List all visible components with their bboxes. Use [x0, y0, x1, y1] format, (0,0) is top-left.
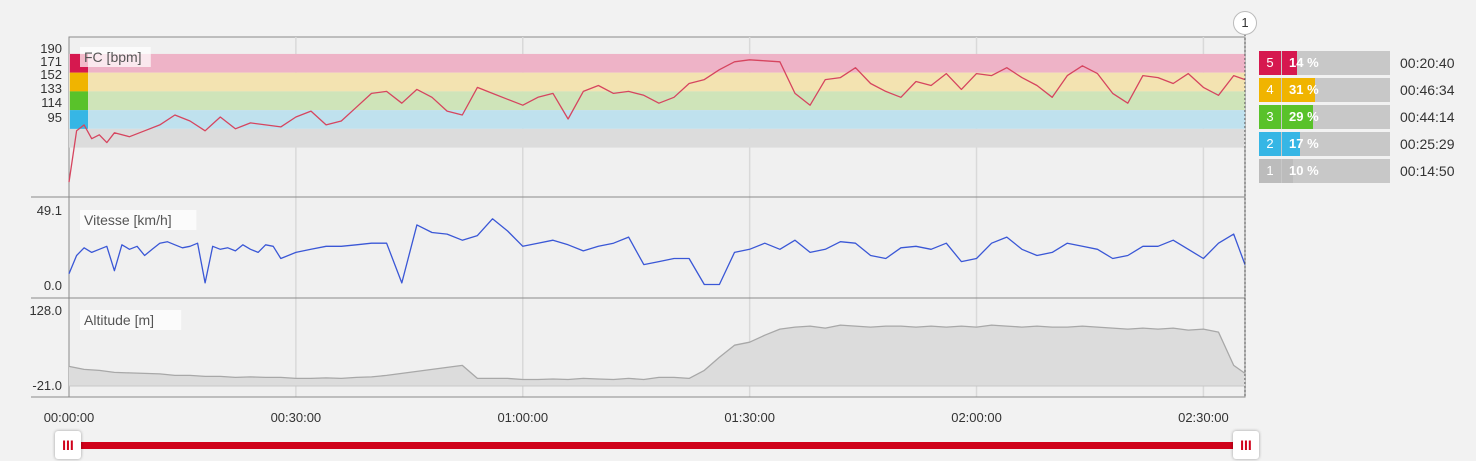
x-tick-label: 02:30:00: [1178, 410, 1229, 425]
zone-number: 5: [1259, 51, 1281, 75]
altitude-area: [69, 325, 1245, 386]
zone-percent: 29 %: [1289, 109, 1319, 124]
range-start-handle[interactable]: III: [55, 431, 81, 459]
range-end-handle[interactable]: III: [1233, 431, 1259, 459]
series-line: [68, 218, 1246, 286]
zone-time: 00:20:40: [1400, 55, 1455, 71]
series-line: [68, 59, 1246, 183]
zone-percent-bar: [1282, 159, 1293, 183]
y-tick-label: 95: [48, 110, 62, 125]
hr-zone-band: [69, 53, 1245, 73]
zone-number: 4: [1259, 78, 1281, 102]
zone-percent: 10 %: [1289, 163, 1319, 178]
zone-percent: 31 %: [1289, 82, 1319, 97]
zone-percent-bar: [1282, 78, 1315, 102]
hr-zone-band: [69, 110, 1245, 129]
x-tick-label: 02:00:00: [951, 410, 1002, 425]
hr-zone-swatch: [70, 91, 88, 111]
zone-time: 00:46:34: [1400, 82, 1455, 98]
zone-number: 1: [1259, 159, 1281, 183]
hr-zone-bands: [69, 53, 1245, 148]
panel-label: FC [bpm]: [84, 49, 142, 65]
x-tick-label: 01:00:00: [497, 410, 548, 425]
hr-zone-band: [69, 91, 1245, 111]
x-tick-label: 00:00:00: [44, 410, 95, 425]
zone-time: 00:25:29: [1400, 136, 1455, 152]
x-tick-label: 00:30:00: [271, 410, 322, 425]
zone-row-1: 1 10 %: [1259, 159, 1390, 183]
zone-percent: 17 %: [1289, 136, 1319, 151]
zone-percent-bar: [1282, 105, 1313, 129]
lap-marker[interactable]: 1: [1233, 11, 1257, 35]
zone-number: 2: [1259, 132, 1281, 156]
hr-zone-swatch: [70, 110, 88, 129]
y-tick-label: 128.0: [29, 303, 62, 318]
y-tick-label: 190: [40, 41, 62, 56]
hr-zone-band: [69, 128, 1245, 148]
hr-zone-legend: [70, 53, 88, 129]
zone-row-2: 2 17 %: [1259, 132, 1390, 156]
panel-label-bg: [80, 47, 151, 67]
series-layer: [68, 59, 1246, 387]
zone-number: 3: [1259, 105, 1281, 129]
hr-zone-swatch: [70, 72, 88, 92]
series-line: [68, 324, 1246, 381]
y-tick-label: 171: [40, 54, 62, 69]
panel-label-bg: [80, 210, 197, 230]
zone-row-4: 4 31 %: [1259, 78, 1390, 102]
zone-percent-bar: [1282, 51, 1297, 75]
zone-time: 00:14:50: [1400, 163, 1455, 179]
panel-label: Altitude [m]: [84, 312, 154, 328]
panel-label-bg: [80, 310, 182, 330]
x-axis-ticks: 00:00:00 00:30:00 01:00:00 01:30:00 02:00:00…: [44, 410, 1229, 425]
panel-label: Vitesse [km/h]: [84, 212, 172, 228]
zone-percent: 14 %: [1289, 55, 1319, 70]
zone-row-5: 5 14 %: [1259, 51, 1390, 75]
y-tick-label: 152: [40, 67, 62, 82]
panel-labels: FC [bpm] Vitesse [km/h] Altitude [m]: [80, 47, 197, 330]
y-tick-label: 0.0: [44, 278, 62, 293]
y-tick-label: 133: [40, 81, 62, 96]
zone-row-3: 3 29 %: [1259, 105, 1390, 129]
y-tick-label: -21.0: [32, 378, 62, 393]
zone-time: 00:44:14: [1400, 109, 1455, 125]
hr-zone-band: [69, 72, 1245, 92]
x-tick-label: 01:30:00: [724, 410, 775, 425]
zone-percent-bar: [1282, 132, 1300, 156]
range-slider-track[interactable]: [68, 442, 1246, 449]
y-tick-label: 49.1: [37, 203, 62, 218]
y-tick-label: 114: [41, 95, 62, 110]
